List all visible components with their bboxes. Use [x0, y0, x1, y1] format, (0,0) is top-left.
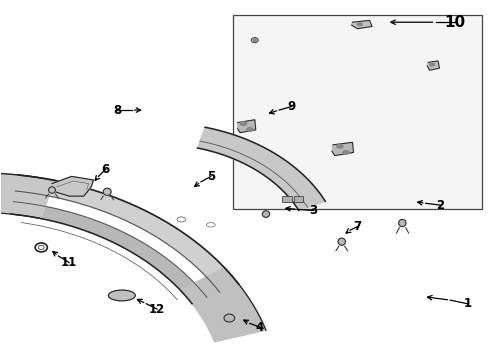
Polygon shape [0, 173, 55, 229]
Text: 7: 7 [353, 220, 362, 233]
Ellipse shape [337, 144, 343, 148]
Polygon shape [197, 127, 325, 210]
Text: 11: 11 [61, 256, 77, 269]
Polygon shape [351, 21, 372, 29]
Text: 6: 6 [101, 163, 110, 176]
Ellipse shape [430, 63, 435, 66]
Bar [294, 196, 303, 202]
Polygon shape [427, 61, 440, 70]
Text: 9: 9 [287, 100, 295, 113]
Text: 1: 1 [463, 297, 471, 310]
Polygon shape [238, 120, 256, 133]
Ellipse shape [224, 314, 235, 322]
Ellipse shape [241, 122, 246, 126]
Ellipse shape [49, 187, 55, 193]
Ellipse shape [357, 23, 362, 26]
Text: 8: 8 [113, 104, 121, 117]
Text: 4: 4 [255, 320, 264, 333]
Bar [282, 196, 293, 202]
Ellipse shape [253, 39, 256, 41]
Text: 2: 2 [437, 199, 444, 212]
Text: 3: 3 [309, 204, 318, 217]
Ellipse shape [262, 211, 270, 217]
Bar [233, 15, 482, 209]
Polygon shape [180, 267, 266, 342]
Polygon shape [332, 142, 353, 156]
Text: 10: 10 [444, 15, 466, 30]
Ellipse shape [246, 128, 253, 131]
Ellipse shape [108, 290, 135, 301]
Polygon shape [15, 175, 239, 292]
Text: 12: 12 [149, 303, 165, 316]
Polygon shape [11, 202, 207, 304]
Ellipse shape [399, 220, 406, 226]
Polygon shape [52, 176, 94, 196]
Text: 5: 5 [207, 170, 215, 183]
Ellipse shape [338, 238, 345, 245]
Ellipse shape [343, 150, 349, 154]
Ellipse shape [103, 188, 111, 195]
